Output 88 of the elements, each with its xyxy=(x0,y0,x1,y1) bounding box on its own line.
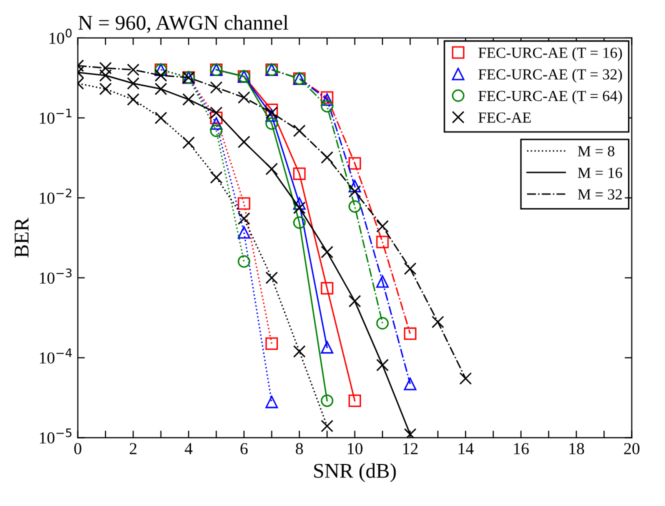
point xyxy=(376,317,389,330)
point xyxy=(126,93,140,106)
point xyxy=(154,69,168,82)
x-tick-label: 4 xyxy=(184,443,192,454)
point xyxy=(376,220,389,233)
x-tick-label: 10 xyxy=(348,443,362,454)
point xyxy=(348,185,362,198)
point xyxy=(238,255,250,268)
y-axis-title: BER xyxy=(14,218,29,258)
point xyxy=(293,168,306,180)
point xyxy=(210,171,223,184)
y-tick-label: 10$^{−2}$ xyxy=(40,188,72,204)
x-tick-label: 2 xyxy=(130,443,136,454)
point xyxy=(210,112,223,124)
point xyxy=(238,212,250,225)
chart-title: N = 960, AWGN channel xyxy=(78,15,288,33)
point xyxy=(265,272,278,284)
point xyxy=(265,109,278,122)
y-tick-label: 10$^{−4}$ xyxy=(40,348,72,364)
point xyxy=(348,200,362,213)
point xyxy=(459,372,472,385)
point xyxy=(293,197,306,210)
point xyxy=(182,136,195,149)
point xyxy=(126,77,140,90)
point xyxy=(293,202,306,214)
point xyxy=(320,394,334,407)
point xyxy=(99,82,112,96)
point xyxy=(238,197,250,210)
legend-label: FEC-AE xyxy=(478,112,531,123)
point xyxy=(320,246,334,258)
point xyxy=(265,337,278,350)
point xyxy=(265,117,278,130)
point xyxy=(210,106,223,119)
point xyxy=(265,104,278,116)
x-tick-label: 20 xyxy=(624,443,640,454)
point xyxy=(265,396,278,408)
point xyxy=(293,345,306,358)
point xyxy=(348,394,362,407)
point xyxy=(376,275,389,288)
y-tick-label: 10$^{−5}$ xyxy=(40,428,72,444)
point xyxy=(210,81,223,94)
point xyxy=(238,91,250,104)
point xyxy=(293,216,306,229)
point xyxy=(320,420,334,432)
x-tick-label: 18 xyxy=(569,443,584,454)
annotation: M = 32 xyxy=(578,189,622,200)
point xyxy=(154,112,168,124)
y-tick-label: 10$^{−3}$ xyxy=(40,268,72,284)
point xyxy=(404,428,416,438)
point xyxy=(432,316,444,328)
point xyxy=(99,69,112,82)
point xyxy=(265,162,278,176)
point xyxy=(404,378,416,390)
x-tick-label: 8 xyxy=(296,443,303,454)
point xyxy=(320,282,334,294)
point xyxy=(376,236,389,248)
legend-label: FEC-URC-AE (T = 64) xyxy=(478,90,622,104)
point xyxy=(238,136,250,148)
point xyxy=(404,327,416,340)
point xyxy=(293,124,306,138)
point xyxy=(376,358,389,372)
point xyxy=(238,226,250,239)
point xyxy=(265,106,278,119)
x-tick-label: 14 xyxy=(458,443,474,454)
point xyxy=(126,64,140,76)
point xyxy=(404,262,416,275)
point xyxy=(99,62,112,74)
point xyxy=(320,100,334,112)
legend-label: FEC-URC-AE (T = 32) xyxy=(478,68,622,83)
legend-label: FEC-URC-AE (T = 16) xyxy=(478,47,622,62)
point xyxy=(210,124,223,138)
annotation: M = 8 xyxy=(578,146,614,156)
x-tick-label: 6 xyxy=(240,443,248,454)
point xyxy=(348,180,362,192)
point xyxy=(320,151,334,164)
x-tick-label: 16 xyxy=(514,443,529,454)
annotation: M = 16 xyxy=(578,168,622,178)
x-tick-label: 0 xyxy=(74,443,82,454)
point xyxy=(182,93,195,106)
point xyxy=(348,294,362,308)
y-tick-label: 10$^{0}$ xyxy=(50,28,72,44)
x-tick-label: 12 xyxy=(403,443,418,454)
x-axis-title: SNR (dB) xyxy=(314,463,396,482)
point xyxy=(320,341,334,354)
y-tick-label: 10$^{−1}$ xyxy=(40,108,72,124)
point xyxy=(348,157,362,170)
point xyxy=(210,117,223,130)
point xyxy=(154,82,168,96)
